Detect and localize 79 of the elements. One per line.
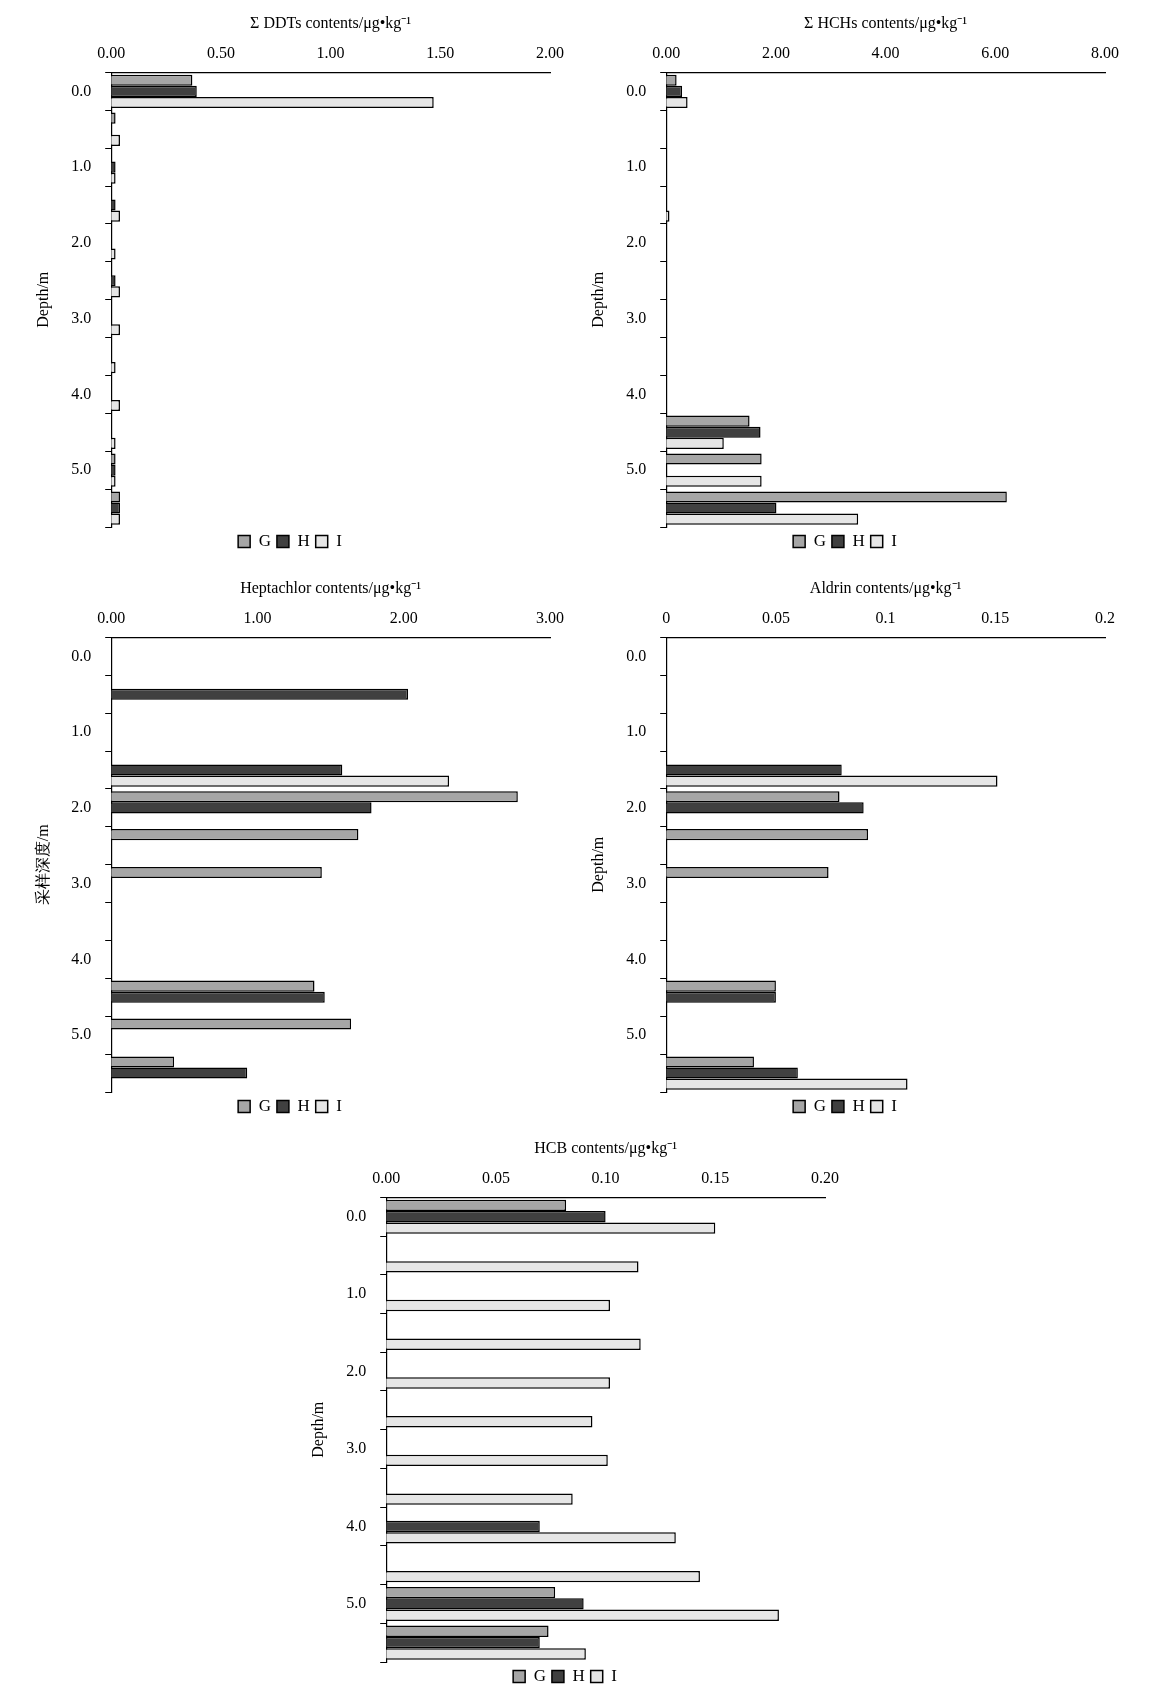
- y-tick-label: 3.0: [71, 873, 92, 891]
- x-tick-label: 0.1: [875, 609, 896, 626]
- x-tick-label: 2.00: [536, 44, 564, 61]
- legend-label: I: [611, 1665, 618, 1685]
- legend-label: I: [891, 530, 898, 550]
- x-tick-label: 2.00: [761, 44, 790, 61]
- y-tick-label: 2.0: [71, 233, 92, 251]
- legend-label: G: [258, 1095, 271, 1115]
- y-tick-label: 1.0: [71, 157, 92, 175]
- y-axis-title: Depth/m: [33, 271, 52, 328]
- y-tick-label: 3.0: [346, 1439, 367, 1457]
- legend-label: G: [533, 1665, 546, 1685]
- y-tick-label: 3.0: [71, 308, 92, 326]
- y-tick-label: 1.0: [626, 157, 647, 175]
- x-tick-label: 0.10: [591, 1169, 620, 1186]
- x-tick-label: 8.00: [1091, 44, 1119, 61]
- y-tick-label: 0.0: [346, 1206, 367, 1224]
- y-axis-title: Depth/m: [588, 271, 607, 328]
- y-tick-label: 5.0: [71, 1025, 92, 1043]
- legend-label: G: [258, 530, 271, 550]
- y-tick-label: 2.0: [71, 798, 92, 816]
- x-tick-label: 0.2: [1095, 609, 1115, 626]
- x-tick-label: 0.20: [811, 1169, 839, 1186]
- x-tick-label: 0.00: [97, 44, 126, 61]
- legend-label: H: [297, 1095, 310, 1115]
- y-tick-label: 5.0: [346, 1594, 367, 1612]
- x-tick-label: 2.00: [389, 609, 418, 626]
- legend-label: G: [813, 1095, 826, 1115]
- x-axis-title: Σ DDTs contents/μg•kg⁻¹: [250, 13, 412, 32]
- y-tick-label: 4.0: [346, 1516, 367, 1534]
- y-tick-label: 2.0: [626, 233, 647, 251]
- y-tick-label: 0.0: [71, 646, 92, 664]
- legend-label: I: [336, 530, 343, 550]
- x-tick-label: 0.15: [981, 609, 1010, 626]
- legend-label: H: [852, 1095, 865, 1115]
- y-tick-label: 5.0: [626, 1025, 647, 1043]
- y-tick-label: 0.0: [626, 646, 647, 664]
- y-tick-label: 2.0: [346, 1361, 367, 1379]
- x-axis-title: Aldrin contents/μg•kg⁻¹: [809, 578, 962, 597]
- y-tick-label: 0.0: [71, 81, 92, 99]
- x-tick-label: 0.00: [97, 609, 126, 626]
- y-tick-label: 3.0: [626, 873, 647, 891]
- y-axis-title: Depth/m: [588, 836, 607, 893]
- y-tick-label: 1.0: [626, 722, 647, 740]
- legend-label: H: [297, 530, 310, 550]
- x-tick-label: 1.00: [243, 609, 272, 626]
- x-tick-label: 0.00: [652, 44, 681, 61]
- y-tick-label: 2.0: [626, 798, 647, 816]
- legend-label: H: [852, 530, 865, 550]
- y-tick-label: 4.0: [71, 949, 92, 967]
- y-axis-title: Depth/m: [308, 1401, 327, 1458]
- x-axis-title: Heptachlor contents/μg•kg⁻¹: [240, 578, 422, 597]
- y-tick-label: 5.0: [71, 460, 92, 478]
- x-tick-label: 1.00: [316, 44, 345, 61]
- x-tick-label: 0.15: [701, 1169, 730, 1186]
- y-tick-label: 0.0: [626, 81, 647, 99]
- x-axis-title: Σ HCHs contents/μg•kg⁻¹: [804, 13, 968, 32]
- y-axis-title: 采样深度/m: [33, 823, 51, 906]
- legend-label: G: [813, 530, 826, 550]
- x-tick-label: 0.50: [206, 44, 235, 61]
- legend-label: H: [572, 1665, 585, 1685]
- y-tick-label: 4.0: [71, 384, 92, 402]
- x-tick-label: 1.50: [426, 44, 455, 61]
- x-tick-label: 6.00: [981, 44, 1010, 61]
- x-tick-label: 0.05: [761, 609, 790, 626]
- y-tick-label: 1.0: [71, 722, 92, 740]
- y-tick-label: 5.0: [626, 460, 647, 478]
- y-tick-label: 4.0: [626, 384, 647, 402]
- x-tick-label: 0.05: [481, 1169, 510, 1186]
- legend-label: I: [891, 1095, 898, 1115]
- x-tick-label: 0.00: [372, 1169, 401, 1186]
- y-tick-label: 3.0: [626, 308, 647, 326]
- x-axis-title: HCB contents/μg•kg⁻¹: [534, 1138, 678, 1157]
- x-tick-label: 3.00: [536, 609, 564, 626]
- x-tick-label: 0: [662, 609, 671, 626]
- y-tick-label: 4.0: [626, 949, 647, 967]
- x-tick-label: 4.00: [871, 44, 900, 61]
- y-tick-label: 1.0: [346, 1284, 367, 1302]
- legend-label: I: [336, 1095, 343, 1115]
